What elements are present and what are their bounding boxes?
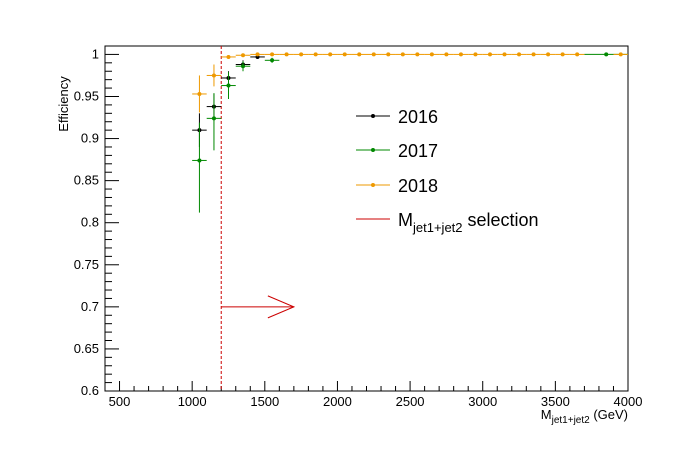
legend-dot-2016	[371, 114, 375, 118]
x-tick-label: 2500	[396, 394, 425, 409]
data-point	[226, 83, 231, 88]
data-point	[357, 52, 362, 57]
data-point	[371, 52, 376, 57]
x-tick-label: 3000	[468, 394, 497, 409]
data-point	[299, 52, 304, 57]
data-point	[517, 52, 522, 57]
series-2017	[192, 52, 628, 213]
data-point	[502, 52, 507, 57]
y-tick-label: 0.85	[74, 173, 99, 188]
data-point	[604, 52, 609, 57]
legend-dot-2017	[371, 148, 375, 152]
series-2018	[192, 52, 628, 113]
data-point	[284, 52, 289, 57]
data-point	[415, 52, 420, 57]
x-tick-label: 3500	[541, 394, 570, 409]
data-point	[342, 52, 347, 57]
cut-arrow-head	[267, 295, 296, 319]
data-point	[386, 52, 391, 57]
y-tick-label: 0.8	[81, 215, 99, 230]
data-point	[241, 64, 246, 69]
x-axis-title: Mjet1+jet2 (GeV)	[541, 407, 628, 426]
selection-cut	[220, 46, 296, 391]
y-axis-title: Efficiency	[56, 76, 71, 132]
data-point	[618, 52, 623, 57]
data-point	[560, 52, 565, 57]
data-point	[546, 52, 551, 57]
data-point	[328, 52, 333, 57]
legend-label-2016: 2016	[398, 107, 438, 127]
data-point	[400, 52, 405, 57]
data-point	[241, 53, 246, 58]
x-tick-label: 2000	[323, 394, 352, 409]
y-tick-label: 0.65	[74, 341, 99, 356]
data-point	[226, 54, 231, 59]
data-point	[487, 52, 492, 57]
data-point	[473, 52, 478, 57]
data-point	[197, 91, 202, 96]
legend-label-selection: Mjet1+jet2 selection	[398, 210, 539, 235]
data-point	[531, 52, 536, 57]
data-point	[197, 158, 202, 163]
data-point	[270, 58, 275, 63]
y-tick-label: 0.6	[81, 383, 99, 398]
data-point	[211, 116, 216, 121]
legend-label-2018: 2018	[398, 176, 438, 196]
data-point	[313, 52, 318, 57]
data-point	[255, 52, 260, 57]
y-tick-label: 0.7	[81, 299, 99, 314]
x-tick-label: 1500	[250, 394, 279, 409]
data-point	[458, 52, 463, 57]
y-tick-label: 0.75	[74, 257, 99, 272]
legend: 2016 2017 2018 Mjet1+jet2 selection	[356, 107, 539, 235]
series-2016	[192, 54, 265, 147]
data-point	[429, 52, 434, 57]
x-tick-label: 500	[109, 394, 131, 409]
data-point	[270, 52, 275, 57]
x-tick-label: 4000	[614, 394, 643, 409]
data-point	[211, 73, 216, 78]
x-tick-label: 1000	[178, 394, 207, 409]
data-point	[444, 52, 449, 57]
legend-label-2017: 2017	[398, 141, 438, 161]
legend-dot-2018	[371, 183, 375, 187]
y-tick-label: 0.9	[81, 131, 99, 146]
y-tick-label: 1	[92, 46, 99, 61]
y-tick-label: 0.95	[74, 88, 99, 103]
axes: 500 1000 1500 2000 2500 3000 3500 4000 0.6 0.65 0.…	[74, 45, 643, 409]
series-layer	[192, 52, 628, 213]
data-point	[575, 52, 580, 57]
